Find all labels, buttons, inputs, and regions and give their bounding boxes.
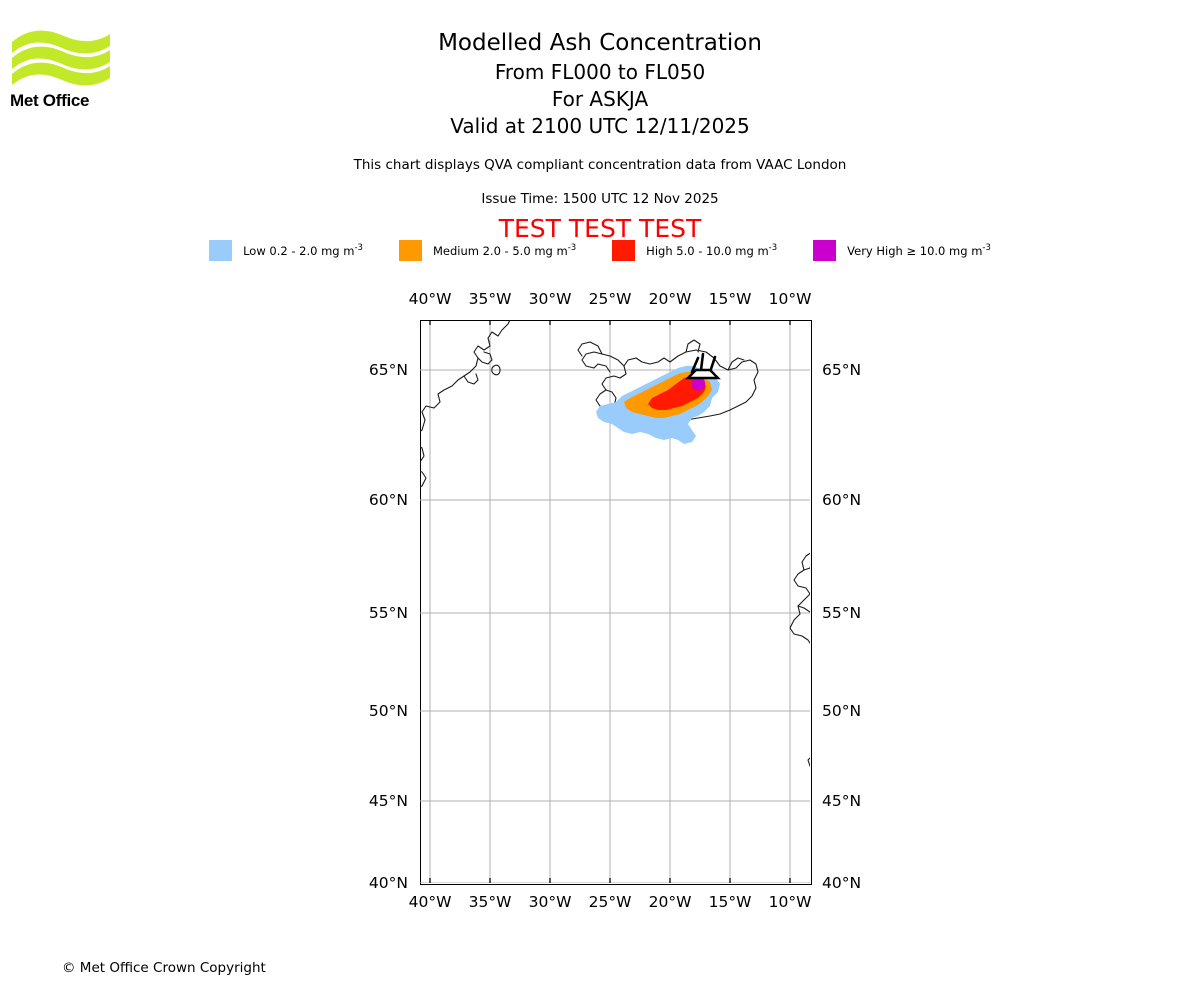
legend-label-high: High 5.0 - 10.0 mg m-3 (646, 242, 778, 258)
coastline-ireland-detail (803, 566, 810, 571)
legend-label-low: Low 0.2 - 2.0 mg m-3 (243, 242, 363, 258)
coastline-greenland (420, 320, 511, 433)
lon-label-bottom-0: 40°W (408, 893, 452, 911)
map-axis-ticks (429, 320, 791, 883)
legend-swatch-very-high (813, 240, 837, 261)
lat-label-left-4: 45°N (368, 792, 408, 810)
lon-label-bottom-1: 35°W (468, 893, 512, 911)
coastline-iceland-ne (727, 357, 745, 371)
lat-label-right-3: 50°N (822, 702, 862, 720)
concentration-legend: Low 0.2 - 2.0 mg m-3 Medium 2.0 - 5.0 mg… (0, 240, 1200, 261)
map-coastlines (420, 320, 810, 768)
met-office-logo: Met Office (10, 26, 120, 116)
met-office-waves-logo-icon (12, 30, 110, 86)
issue-time-text: Issue Time: 1500 UTC 12 Nov 2025 (481, 191, 719, 207)
lon-label-top-4: 20°W (648, 290, 692, 308)
title-valid-time: Valid at 2100 UTC 12/11/2025 (450, 114, 750, 138)
legend-item-very-high: Very High ≥ 10.0 mg m-3 (813, 240, 991, 261)
lat-label-right-4: 45°N (822, 792, 862, 810)
plume-contour-very-high (691, 376, 706, 391)
map-gridlines (420, 320, 810, 883)
coastline-greenland-west-edge (420, 446, 425, 463)
lat-label-right-2: 55°N (822, 604, 862, 622)
qva-compliance-note: This chart displays QVA compliant concen… (353, 157, 847, 173)
legend-item-medium: Medium 2.0 - 5.0 mg m-3 (398, 240, 577, 261)
lat-label-right-1: 60°N (822, 491, 862, 509)
lon-label-bottom-4: 20°W (648, 893, 692, 911)
coastline-greenland-inlet (477, 351, 493, 365)
met-office-logo-text: Met Office (10, 91, 90, 110)
coastline-iceland-westfjords (581, 351, 625, 373)
coastline-greenland-fjord (463, 373, 479, 385)
coastline-ireland-bay (797, 605, 810, 613)
lon-label-top-3: 25°W (588, 290, 632, 308)
legend-item-high: High 5.0 - 10.0 mg m-3 (612, 240, 777, 261)
lat-label-left-5: 40°N (368, 874, 408, 892)
legend-item-low: Low 0.2 - 2.0 mg m-3 (209, 240, 363, 261)
lon-label-top-5: 15°W (708, 290, 752, 308)
title-volcano-name: For ASKJA (551, 87, 649, 111)
copyright-footer: © Met Office Crown Copyright (62, 960, 266, 976)
lon-label-bottom-3: 25°W (588, 893, 632, 911)
lat-label-right-0: 65°N (822, 361, 862, 379)
legend-swatch-low (209, 240, 233, 261)
test-banner: TEST TEST TEST (498, 214, 702, 243)
lon-label-top-0: 40°W (408, 290, 452, 308)
coastline-iceland-nw-tip (577, 341, 603, 357)
legend-label-very-high: Very High ≥ 10.0 mg m-3 (847, 242, 991, 258)
lat-label-left-0: 65°N (368, 361, 408, 379)
lon-label-top-1: 35°W (468, 290, 512, 308)
lon-label-top-2: 30°W (528, 290, 572, 308)
lon-label-bottom-6: 10°W (768, 893, 812, 911)
volcano-icon (685, 352, 721, 380)
legend-label-medium: Medium 2.0 - 5.0 mg m-3 (432, 242, 577, 258)
chart-title-block: Modelled Ash Concentration From FL000 to… (0, 28, 1200, 140)
legend-swatch-high (612, 240, 636, 261)
title-flight-levels: From FL000 to FL050 (494, 60, 706, 84)
map-canvas (420, 320, 810, 883)
coastline-ireland (789, 552, 810, 644)
coastline-greenland-west-lower (420, 470, 427, 488)
lon-label-bottom-2: 30°W (528, 893, 572, 911)
lat-label-left-2: 55°N (368, 604, 408, 622)
lat-label-right-5: 40°N (822, 874, 862, 892)
coastline-iberia-edge (807, 757, 810, 768)
lon-label-bottom-5: 15°W (708, 893, 752, 911)
coastline-iceland-n-bay (685, 339, 701, 353)
ash-plume-contours (596, 366, 720, 444)
plume-contour-high (648, 376, 706, 410)
lon-label-top-6: 10°W (768, 290, 812, 308)
page-title: Modelled Ash Concentration (438, 30, 762, 56)
legend-swatch-medium (398, 240, 422, 261)
coastline-greenland-island (491, 364, 501, 376)
lat-label-left-3: 50°N (368, 702, 408, 720)
ash-concentration-map: 40°W 35°W 30°W 25°W 20°W 15°W 10°W 40°W … (369, 290, 861, 911)
lat-label-left-1: 60°N (368, 491, 408, 509)
